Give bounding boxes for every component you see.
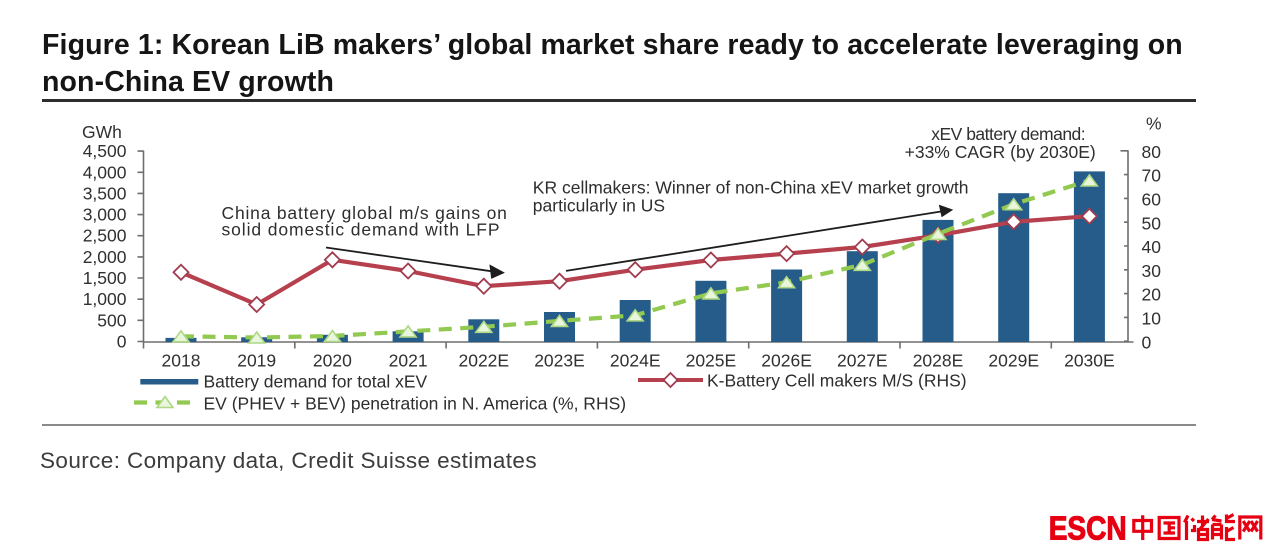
svg-text:2027E: 2027E <box>837 351 888 371</box>
svg-text:solid domestic demand with LFP: solid domestic demand with LFP <box>222 219 501 239</box>
svg-text:2030E: 2030E <box>1064 351 1115 371</box>
svg-text:2021: 2021 <box>389 351 428 371</box>
svg-text:2029E: 2029E <box>988 351 1039 371</box>
svg-text:KR cellmakers: Winner of non-C: KR cellmakers: Winner of non-China xEV m… <box>533 177 969 197</box>
svg-text:0: 0 <box>1142 332 1152 352</box>
svg-text:GWh: GWh <box>82 122 122 142</box>
svg-text:2,000: 2,000 <box>83 247 127 267</box>
svg-text:40: 40 <box>1142 237 1162 257</box>
svg-text:3,000: 3,000 <box>83 205 127 225</box>
svg-text:China battery global m/s gains: China battery global m/s gains on <box>222 203 508 223</box>
svg-text:Battery demand for total xEV: Battery demand for total xEV <box>204 372 428 392</box>
svg-text:2019: 2019 <box>237 351 276 371</box>
svg-text:%: % <box>1146 114 1162 134</box>
svg-text:80: 80 <box>1142 142 1162 162</box>
svg-text:10: 10 <box>1142 309 1162 329</box>
svg-text:2025E: 2025E <box>686 351 737 371</box>
svg-text:particularly in US: particularly in US <box>533 196 665 216</box>
svg-text:2022E: 2022E <box>458 351 509 371</box>
svg-text:4,500: 4,500 <box>83 141 127 161</box>
svg-text:xEV battery demand:: xEV battery demand: <box>931 124 1085 144</box>
svg-text:20: 20 <box>1142 285 1162 305</box>
svg-text:70: 70 <box>1142 166 1162 186</box>
svg-text:2028E: 2028E <box>913 351 964 371</box>
svg-text:60: 60 <box>1142 190 1162 210</box>
svg-text:500: 500 <box>97 310 126 330</box>
svg-text:30: 30 <box>1142 261 1162 281</box>
svg-text:4,000: 4,000 <box>83 162 127 182</box>
svg-text:EV (PHEV + BEV) penetration in: EV (PHEV + BEV) penetration in N. Americ… <box>204 393 627 413</box>
svg-text:3,500: 3,500 <box>83 183 127 203</box>
svg-text:2024E: 2024E <box>610 351 661 371</box>
svg-text:2018: 2018 <box>162 351 201 371</box>
svg-text:2,500: 2,500 <box>83 226 127 246</box>
svg-text:2026E: 2026E <box>761 351 812 371</box>
svg-text:1,000: 1,000 <box>83 289 127 309</box>
svg-text:50: 50 <box>1142 213 1162 233</box>
svg-text:ESCN: ESCN <box>1049 509 1127 547</box>
svg-text:0: 0 <box>117 332 127 352</box>
svg-text:+33% CAGR (by 2030E): +33% CAGR (by 2030E) <box>905 142 1096 162</box>
svg-text:2020: 2020 <box>313 351 352 371</box>
svg-text:2023E: 2023E <box>534 351 585 371</box>
svg-text:1,500: 1,500 <box>83 268 127 288</box>
svg-text:K-Battery Cell makers M/S (RHS: K-Battery Cell makers M/S (RHS) <box>707 370 967 390</box>
